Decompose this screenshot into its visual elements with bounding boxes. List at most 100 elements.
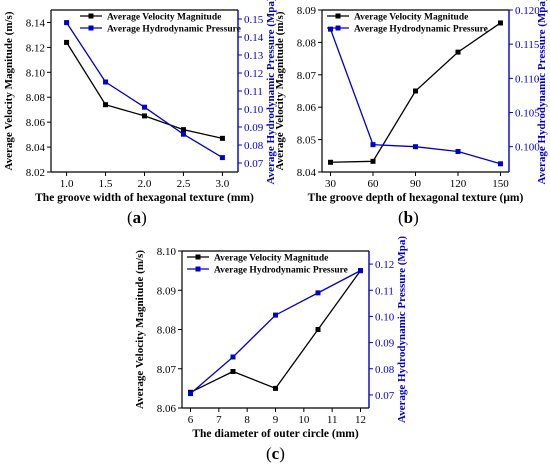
x-tick-label: 60 <box>368 178 380 190</box>
y-right-tick-label: 0.07 <box>375 390 395 402</box>
y-left-tick-label: 8.09 <box>157 285 177 297</box>
chart-b: 30 60 90 120 150 8.04 8.05 8.06 8.07 8.08 8.09 0.10… <box>274 0 548 204</box>
y-right-tick-label: 0.105 <box>515 108 540 120</box>
y-left-axis-title: Average Velocity Magnitude (m/s) <box>134 250 146 409</box>
legend-label: Average Hydrodynamic Pressure <box>107 25 241 35</box>
legend-marker <box>195 254 201 260</box>
y-left-tick-label: 8.14 <box>26 17 46 29</box>
legend-marker <box>88 13 94 19</box>
x-tick-label: 120 <box>450 178 467 190</box>
y-left-axis-title: Average Velocity Magnitude (m/s) <box>274 11 286 170</box>
data-point-pressure <box>455 148 461 154</box>
series-line-velocity <box>190 270 362 393</box>
x-tick-label: 1.0 <box>60 178 74 190</box>
y-right-tick-label: 0.09 <box>244 122 264 134</box>
chart-c: 6 7 8 9 10 11 12 8.06 8.07 8.08 8.09 8.10 0.07 0.08 0.… <box>134 236 408 440</box>
x-tick-label: 150 <box>492 178 509 190</box>
panel-label-b: (b) <box>398 208 419 227</box>
data-point-pressure <box>413 144 418 150</box>
x-axis-title: The groove width of hexagonal texture (m… <box>35 192 254 204</box>
y-right-tick-label: 0.09 <box>375 338 395 350</box>
y-left-tick-label: 8.10 <box>157 246 177 258</box>
x-tick-label: 8 <box>244 414 250 426</box>
y-left-tick-label: 8.07 <box>297 70 317 82</box>
legend-marker <box>195 266 201 272</box>
y-left-tick-label: 8.08 <box>157 325 177 337</box>
y-left-tick-label: 8.06 <box>26 117 46 129</box>
data-point-velocity <box>315 327 321 332</box>
y-right-axis-title: Average Hydrodynamic Pressure (Mpa) <box>265 0 277 185</box>
data-point-pressure <box>219 155 225 161</box>
data-point-velocity <box>219 135 225 141</box>
panel-label-a: (a) <box>127 208 147 227</box>
y-right-tick-label: 0.10 <box>244 104 264 116</box>
data-point-velocity <box>64 39 70 45</box>
legend-marker <box>335 25 341 31</box>
x-tick-label: 2.0 <box>138 178 152 190</box>
x-tick-label: 7 <box>216 414 222 426</box>
data-point-velocity <box>142 113 147 119</box>
y-right-tick-label: 0.08 <box>375 364 395 376</box>
data-point-pressure <box>358 268 363 274</box>
x-tick-label: 10 <box>298 414 310 426</box>
legend-label: Average Velocity Magnitude <box>214 254 328 264</box>
x-tick-label: 6 <box>188 414 194 426</box>
legend-label: Average Hydrodynamic Pressure <box>214 266 348 276</box>
y-right-tick-label: 0.13 <box>244 50 264 62</box>
data-point-velocity <box>413 88 418 94</box>
x-axis-title: The groove depth of hexagonal texture (μ… <box>308 192 524 204</box>
y-right-tick-label: 0.100 <box>515 142 540 154</box>
panel-label-c: (c) <box>266 444 285 463</box>
x-axis-title: The diameter of outer circle (mm) <box>192 428 359 440</box>
data-point-pressure <box>230 354 236 360</box>
data-point-pressure <box>64 20 70 26</box>
y-right-tick-label: 0.110 <box>515 73 540 85</box>
data-point-velocity <box>230 368 236 374</box>
data-point-velocity <box>328 159 333 165</box>
data-point-velocity <box>370 158 376 164</box>
y-left-tick-label: 8.02 <box>26 167 45 179</box>
y-right-tick-label: 0.120 <box>515 5 540 17</box>
y-right-axis-title: Average Hydrodynamic Pressure (Mpa) <box>536 0 548 185</box>
y-left-tick-label: 8.06 <box>157 403 177 415</box>
legend-marker <box>88 25 94 31</box>
x-tick-label: 30 <box>325 178 337 190</box>
y-left-tick-label: 8.05 <box>297 135 317 147</box>
y-left-tick-label: 8.04 <box>26 142 46 154</box>
data-point-velocity <box>455 49 461 55</box>
x-tick-label: 3.0 <box>216 178 230 190</box>
y-left-tick-label: 8.12 <box>26 42 45 54</box>
data-point-pressure <box>142 104 147 110</box>
y-right-tick-label: 0.12 <box>375 259 394 271</box>
x-tick-label: 12 <box>355 414 366 426</box>
data-point-pressure <box>315 290 321 296</box>
data-point-pressure <box>498 161 503 167</box>
y-right-tick-label: 0.15 <box>244 14 264 26</box>
x-tick-label: 90 <box>410 178 422 190</box>
y-right-tick-label: 0.12 <box>244 68 263 80</box>
y-right-tick-label: 0.11 <box>244 86 263 98</box>
x-tick-label: 2.5 <box>177 178 191 190</box>
y-left-tick-label: 8.08 <box>26 92 46 104</box>
data-point-velocity <box>180 127 186 133</box>
series-line-velocity <box>66 42 223 139</box>
series-line-pressure <box>329 28 501 165</box>
x-tick-label: 9 <box>273 414 279 426</box>
y-right-tick-label: 0.11 <box>375 285 394 297</box>
y-right-tick-label: 0.115 <box>515 39 540 51</box>
y-right-tick-label: 0.10 <box>375 311 395 323</box>
legend-label: Average Hydrodynamic Pressure <box>354 25 488 35</box>
data-point-pressure <box>103 79 109 85</box>
y-right-tick-label: 0.07 <box>244 158 264 170</box>
series-line-pressure <box>190 270 361 395</box>
y-left-tick-label: 8.07 <box>157 364 177 376</box>
data-point-velocity <box>103 102 109 108</box>
data-point-velocity <box>273 385 278 391</box>
data-point-pressure <box>273 312 278 318</box>
y-right-tick-label: 0.08 <box>244 140 264 152</box>
y-right-tick-label: 0.14 <box>244 32 264 44</box>
y-right-axis-title: Average Hydrodynamic Pressure (Mpa) <box>396 236 408 423</box>
data-point-pressure <box>328 26 333 32</box>
y-left-tick-label: 8.10 <box>26 67 46 79</box>
